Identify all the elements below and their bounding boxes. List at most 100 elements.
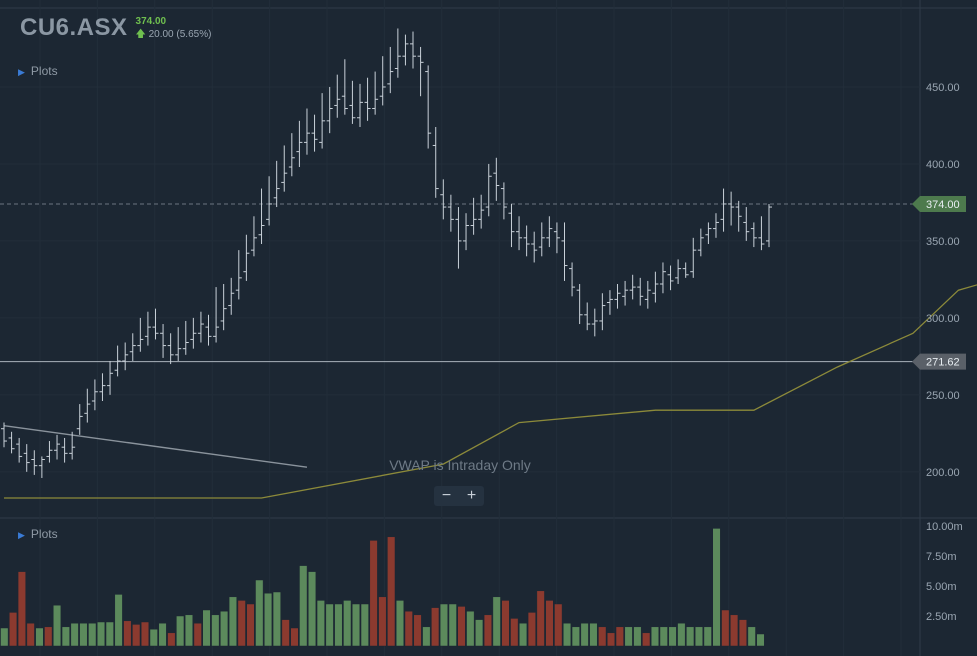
- ohlc-bar: [1, 422, 7, 448]
- ohlc-bar: [508, 203, 515, 248]
- price-axis[interactable]: 450.00 400.00 350.00 300.00 250.00 200.00 10.0…: [926, 82, 963, 623]
- volume-bar: [316, 600, 325, 647]
- volume-bar: [281, 619, 290, 647]
- ohlc-bar: [478, 194, 485, 229]
- ohlc-bar: [667, 265, 674, 291]
- ohlc-bar: [561, 222, 568, 281]
- plots-toggle-price[interactable]: ▶ Plots: [18, 64, 58, 78]
- ohlc-bar: [659, 262, 666, 294]
- vwap-note: VWAP is Intraday Only: [389, 457, 531, 473]
- ohlc-bar: [197, 311, 204, 343]
- ohlc-bar: [38, 456, 45, 478]
- volume-bar: [439, 603, 448, 647]
- volume-bar: [114, 594, 123, 647]
- indicator-overlays: [3, 284, 977, 499]
- ohlc-bar: [114, 345, 121, 377]
- ohlc-bar: [516, 216, 523, 251]
- volume-bar: [0, 627, 9, 647]
- volume-tick-label: 2.50m: [926, 611, 957, 623]
- ticker-symbol: CU6.ASX: [20, 14, 128, 41]
- ohlc-bar: [720, 188, 727, 232]
- ohlc-bar: [629, 274, 636, 300]
- ohlc-bar: [675, 259, 682, 285]
- volume-bar: [589, 622, 598, 647]
- level-price-tag-shape: [912, 353, 966, 370]
- ohlc-bar: [622, 280, 629, 306]
- volume-bar: [220, 610, 229, 647]
- level-price-tag: 271.62: [912, 353, 966, 370]
- ohlc-bar: [447, 194, 454, 232]
- volume-bar: [395, 600, 405, 647]
- last-price: 374.00: [135, 16, 167, 27]
- ohlc-bar: [584, 302, 591, 331]
- ohlc-bar: [349, 80, 356, 124]
- volume-bar: [211, 614, 220, 647]
- volume-bar: [756, 633, 765, 647]
- last-price-tag-shape: [912, 195, 966, 212]
- ohlc-bar: [235, 250, 242, 300]
- volume-bar: [475, 619, 484, 647]
- volume-bar: [492, 596, 501, 647]
- volume-bar: [738, 619, 747, 647]
- volume-bar: [237, 600, 246, 647]
- volume-bar: [466, 610, 475, 647]
- support-level: [0, 203, 920, 363]
- volume-bar: [264, 592, 273, 647]
- volume-bar: [343, 600, 352, 647]
- ohlc-bar: [258, 188, 265, 244]
- volume-bar: [457, 606, 466, 647]
- volume-bar: [554, 603, 563, 647]
- ohlc-bar: [296, 120, 303, 168]
- volume-bar: [88, 622, 97, 647]
- volume-bar: [149, 628, 158, 647]
- ohlc-bar: [31, 450, 38, 475]
- volume-bar: [299, 565, 308, 647]
- volume-bar: [404, 610, 413, 647]
- volume-bar: [176, 615, 185, 647]
- ohlc-bar: [697, 228, 704, 257]
- volume-bar: [140, 621, 150, 647]
- ohlc-bar: [372, 71, 379, 115]
- ohlc-bar: [538, 222, 545, 257]
- ohlc-bar: [712, 213, 719, 238]
- ohlc-bar: [440, 179, 447, 220]
- ohlc-bar: [266, 176, 273, 226]
- ohlc-bar: [129, 333, 136, 361]
- ohlc-bar: [303, 108, 310, 155]
- volume-bar: [158, 622, 167, 647]
- price-tick-label: 250.00: [926, 390, 960, 402]
- quote-box: 374.00 🡅 20.00 (5.65%): [136, 16, 212, 44]
- volume-bar: [633, 626, 642, 647]
- ohlc-bar: [122, 342, 129, 371]
- zoom-in-button[interactable]: +: [466, 487, 477, 504]
- ohlc-bar: [288, 133, 295, 177]
- ohlc-bar: [250, 216, 257, 257]
- ohlc-bar: [61, 437, 68, 463]
- ohlc-bar: [205, 314, 212, 346]
- ohlc-bar: [402, 34, 409, 66]
- ohlc-bar: [334, 74, 341, 118]
- ohlc-bar: [569, 262, 576, 297]
- volume-bar: [272, 591, 281, 647]
- zoom-out-button[interactable]: −: [441, 487, 452, 504]
- volume-bar: [650, 626, 660, 647]
- ohlc-bar: [546, 216, 553, 248]
- volume-bar: [615, 626, 624, 647]
- ohlc-bar: [463, 213, 470, 251]
- volume-bar: [255, 579, 264, 647]
- volume-bar: [510, 618, 519, 647]
- zoom-controls: − +: [434, 486, 484, 506]
- price-tick-label: 450.00: [926, 82, 960, 94]
- last-price-tag-label: 374.00: [926, 199, 960, 211]
- volume-bar: [545, 600, 554, 647]
- ohlc-bar: [46, 441, 53, 463]
- ohlc-bar: [766, 203, 772, 248]
- volume-bar: [642, 632, 651, 647]
- ohlc-bar: [591, 308, 598, 337]
- volume-bar: [26, 622, 35, 647]
- volume-bar: [308, 571, 317, 647]
- ohlc-bar: [220, 284, 227, 331]
- volume-bar: [79, 622, 88, 647]
- plots-toggle-volume[interactable]: ▶ Plots: [18, 527, 58, 541]
